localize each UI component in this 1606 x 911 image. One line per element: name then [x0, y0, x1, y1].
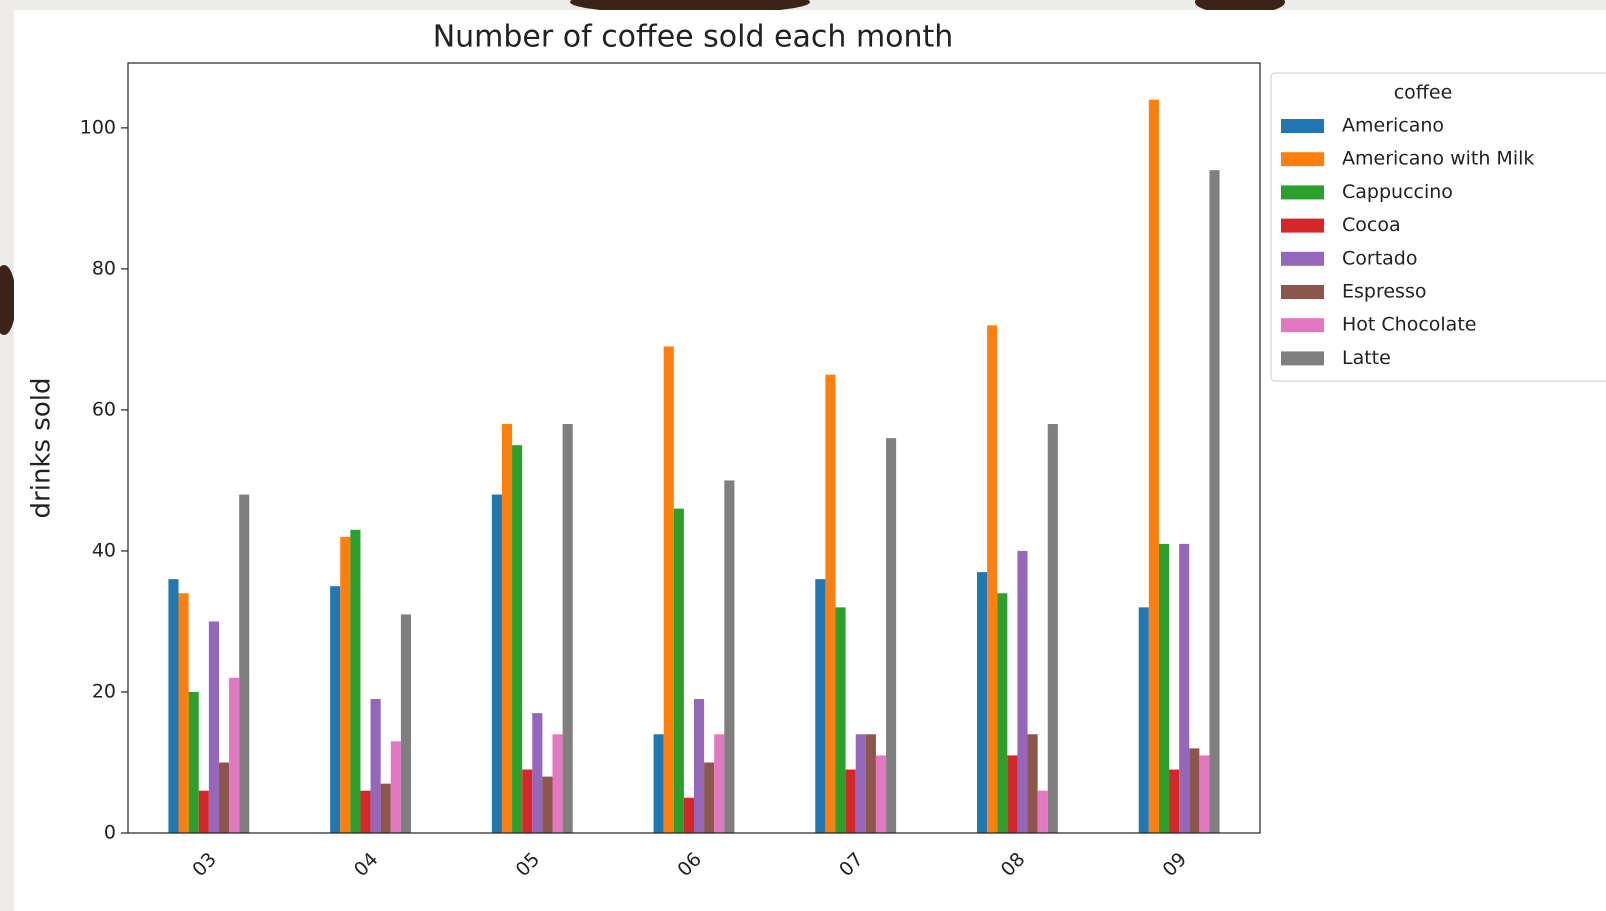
legend-label: Latte [1342, 347, 1391, 369]
legend-label: Cappuccino [1342, 181, 1453, 203]
bar [188, 691, 199, 833]
bar [1027, 734, 1038, 833]
bar [208, 621, 219, 833]
bar [704, 762, 715, 833]
bar [501, 424, 513, 833]
bar [239, 494, 250, 833]
decoration [0, 265, 16, 335]
bar [512, 445, 523, 833]
bar [1169, 769, 1180, 833]
bar [714, 734, 725, 833]
bar [987, 325, 998, 833]
bar [1189, 748, 1200, 833]
bar [997, 593, 1008, 833]
bar [370, 699, 381, 833]
legend-label: Americano [1342, 115, 1444, 137]
y-tick-label: 40 [92, 539, 116, 561]
bar [1017, 550, 1028, 833]
y-tick-label: 80 [92, 257, 116, 279]
bar [218, 762, 230, 833]
legend-swatch [1281, 285, 1324, 299]
bar [724, 480, 735, 833]
bar [694, 699, 705, 833]
bar [229, 677, 240, 833]
bar [390, 741, 401, 833]
bar [400, 614, 411, 833]
bar [1158, 543, 1170, 833]
bar [875, 755, 887, 833]
bar [532, 713, 543, 833]
legend-swatch [1281, 318, 1324, 333]
bar [1179, 543, 1190, 833]
bar [1007, 755, 1018, 833]
bar [683, 797, 694, 833]
bar [1138, 607, 1149, 833]
plot-frame [127, 62, 1261, 834]
legend-swatch [1281, 119, 1324, 133]
legend-label: Hot Chocolate [1342, 314, 1476, 336]
bar [653, 734, 664, 833]
bar [178, 593, 189, 833]
bar [1037, 790, 1048, 833]
legend-swatch [1281, 152, 1324, 167]
y-tick-label: 60 [92, 398, 116, 420]
bar [886, 438, 897, 833]
bar [168, 579, 179, 833]
legend-title: coffee [1394, 82, 1453, 104]
bar [825, 374, 836, 833]
y-axis-label: drinks sold [27, 378, 57, 519]
bar [865, 734, 876, 833]
chart-title: Number of coffee sold each month [433, 20, 954, 55]
bar [380, 783, 391, 833]
bar [198, 790, 209, 833]
legend-label: Americano with Milk [1342, 148, 1534, 170]
bar [1209, 170, 1220, 833]
y-tick-label: 100 [80, 116, 116, 138]
bar [350, 529, 361, 833]
legend-swatch [1281, 351, 1324, 366]
bar [330, 586, 341, 833]
bar [340, 536, 351, 833]
bar [815, 579, 826, 833]
bar [977, 572, 988, 833]
bar [835, 607, 846, 833]
bar [562, 424, 573, 833]
bar [1148, 99, 1159, 833]
bar [491, 494, 502, 833]
legend-swatch [1281, 251, 1324, 266]
y-tick-label: 0 [104, 822, 116, 844]
legend-swatch [1281, 218, 1324, 233]
bar [552, 734, 563, 833]
bar [845, 769, 856, 833]
y-tick-label: 20 [92, 680, 116, 702]
bar [663, 346, 674, 833]
legend-box [1270, 72, 1606, 382]
bar [522, 769, 533, 833]
bar [1199, 755, 1210, 833]
bar [1047, 424, 1058, 833]
bar [673, 508, 684, 833]
bar [360, 790, 371, 833]
legend-label: Cocoa [1342, 214, 1401, 236]
legend-label: Espresso [1342, 281, 1426, 303]
legend-swatch [1281, 185, 1324, 200]
bar [855, 734, 866, 833]
legend-label: Cortado [1342, 247, 1417, 269]
bar [542, 776, 553, 833]
